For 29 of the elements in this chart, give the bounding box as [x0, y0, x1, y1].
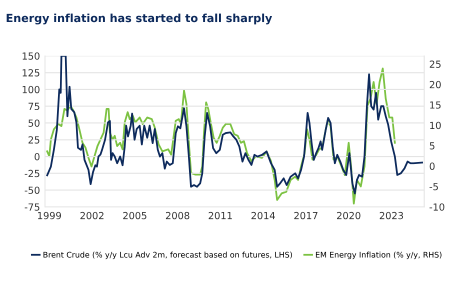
y-tick-label: 25 — [28, 136, 40, 144]
y-tick-label: 75 — [28, 102, 40, 110]
y2-tick-label: -10 — [430, 203, 444, 211]
y-tick-label: 50 — [28, 119, 40, 127]
y-tick-label: 125 — [22, 69, 40, 76]
y2-tick-label: 15 — [430, 101, 441, 109]
x-tick-label: 1999 — [38, 212, 61, 220]
y-tick-label: -50 — [24, 186, 40, 194]
y2-tick-label: 25 — [430, 60, 441, 68]
x-tick-label: 2008 — [166, 212, 190, 220]
x-tick-label: 2023 — [380, 212, 404, 220]
y2-tick-label: 20 — [430, 80, 441, 88]
x-tick-label: 2005 — [123, 212, 146, 220]
y-tick-label: 150 — [22, 52, 40, 60]
x-tick-label: 2014 — [251, 212, 275, 220]
x-tick-label: 2020 — [337, 212, 360, 220]
line-series — [46, 68, 396, 205]
y2-tick-label: 5 — [430, 142, 434, 150]
y2-tick-label: 0 — [430, 162, 435, 170]
x-tick-label: 2011 — [208, 212, 232, 220]
y-tick-label: 0 — [34, 153, 40, 160]
y2-tick-label: 10 — [430, 122, 441, 130]
y2-tick-label: -5 — [430, 183, 438, 190]
x-tick-label: 2002 — [80, 212, 104, 220]
y-tick-label: 100 — [22, 86, 40, 94]
chart-title: Energy inflation has started to fall sharply — [6, 14, 272, 24]
y-tick-label: -75 — [24, 203, 40, 211]
x-tick-label: 2017 — [294, 212, 318, 220]
y-tick-label: -25 — [24, 170, 40, 178]
